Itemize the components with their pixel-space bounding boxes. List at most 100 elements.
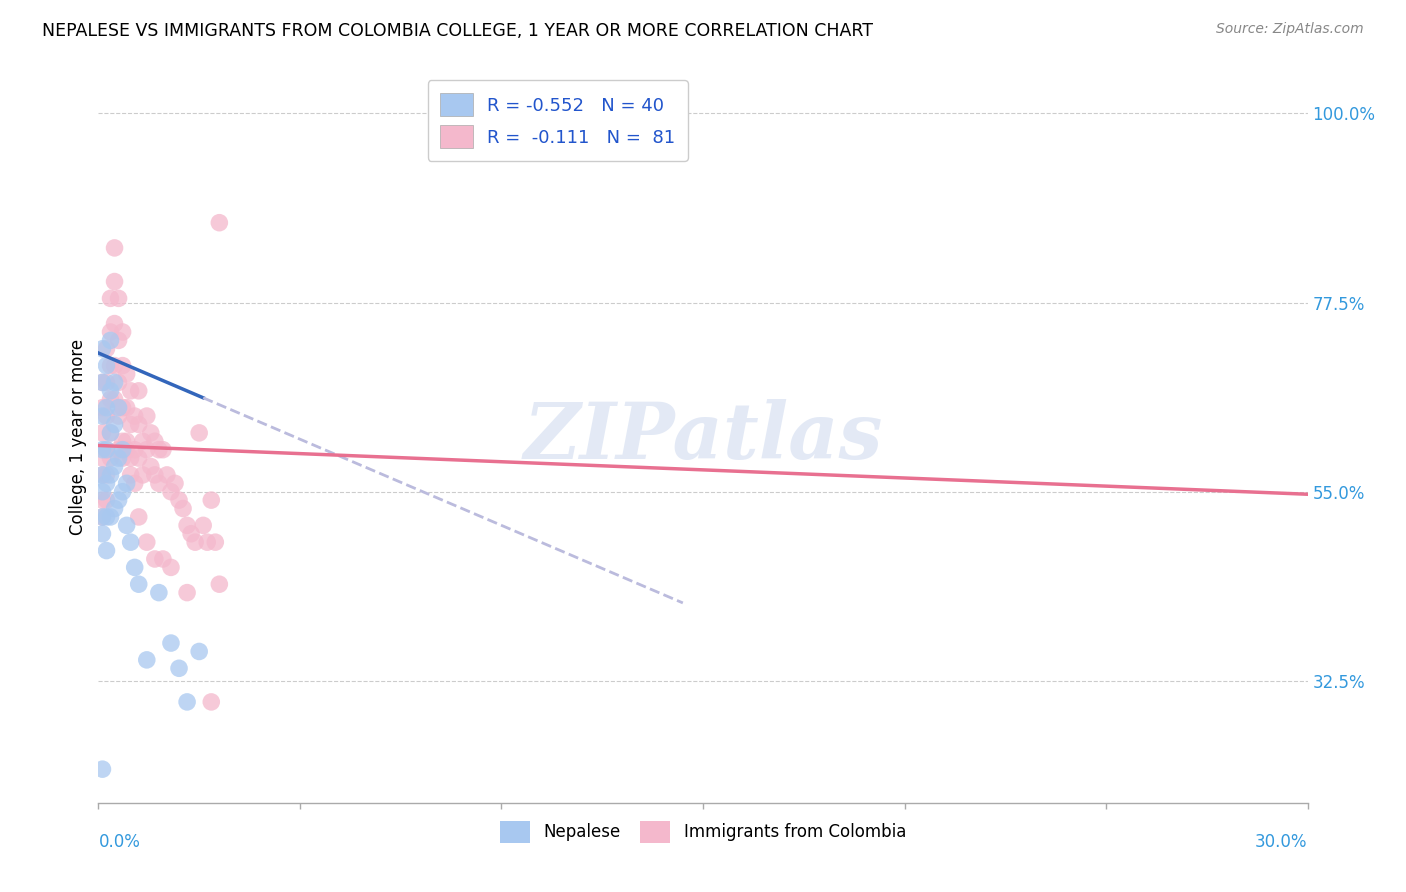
Point xyxy=(100,425,122,440)
Point xyxy=(96,409,118,423)
Point xyxy=(188,425,211,440)
Point xyxy=(120,467,142,482)
Point xyxy=(195,535,218,549)
Point xyxy=(188,644,211,658)
Point xyxy=(167,661,190,675)
Point xyxy=(100,392,122,407)
Point xyxy=(100,467,122,482)
Point xyxy=(124,476,146,491)
Point xyxy=(115,442,138,457)
Point xyxy=(91,442,114,457)
Point xyxy=(172,501,194,516)
Y-axis label: College, 1 year or more: College, 1 year or more xyxy=(69,339,87,535)
Point xyxy=(163,476,186,491)
Point xyxy=(208,577,231,591)
Point xyxy=(148,442,170,457)
Point xyxy=(208,216,231,230)
Point xyxy=(180,526,202,541)
Point xyxy=(156,467,179,482)
Legend: Nepalese, Immigrants from Colombia: Nepalese, Immigrants from Colombia xyxy=(494,814,912,849)
Point xyxy=(193,518,215,533)
Point xyxy=(111,451,134,466)
Point xyxy=(100,425,122,440)
Point xyxy=(96,442,118,457)
Point xyxy=(128,384,150,398)
Point xyxy=(103,275,125,289)
Point xyxy=(107,334,129,348)
Point xyxy=(103,417,125,432)
Point xyxy=(103,459,125,474)
Point xyxy=(96,510,118,524)
Point xyxy=(132,434,155,449)
Point xyxy=(128,417,150,432)
Point xyxy=(91,493,114,508)
Point xyxy=(91,467,114,482)
Point xyxy=(152,442,174,457)
Point xyxy=(135,535,157,549)
Point xyxy=(103,392,125,407)
Point xyxy=(111,442,134,457)
Point xyxy=(107,409,129,423)
Point xyxy=(91,510,114,524)
Point xyxy=(120,535,142,549)
Point xyxy=(91,409,114,423)
Point xyxy=(91,376,114,390)
Point xyxy=(96,467,118,482)
Point xyxy=(176,518,198,533)
Point xyxy=(204,535,226,549)
Point xyxy=(91,762,114,776)
Point xyxy=(107,442,129,457)
Point xyxy=(100,325,122,339)
Point xyxy=(96,376,118,390)
Point xyxy=(100,291,122,305)
Point xyxy=(103,359,125,373)
Point xyxy=(96,493,118,508)
Point xyxy=(96,442,118,457)
Point xyxy=(115,367,138,381)
Point xyxy=(111,401,134,415)
Point xyxy=(103,376,125,390)
Text: ZIPatlas: ZIPatlas xyxy=(523,399,883,475)
Point xyxy=(184,535,207,549)
Point xyxy=(91,376,114,390)
Point xyxy=(160,484,183,499)
Point xyxy=(152,552,174,566)
Point xyxy=(103,501,125,516)
Text: Source: ZipAtlas.com: Source: ZipAtlas.com xyxy=(1216,22,1364,37)
Point xyxy=(139,425,162,440)
Point xyxy=(91,425,114,440)
Point xyxy=(100,451,122,466)
Point xyxy=(200,695,222,709)
Point xyxy=(124,409,146,423)
Point xyxy=(176,585,198,599)
Point xyxy=(107,401,129,415)
Text: 0.0%: 0.0% xyxy=(98,833,141,851)
Point xyxy=(135,653,157,667)
Point xyxy=(200,493,222,508)
Point xyxy=(115,401,138,415)
Point xyxy=(107,291,129,305)
Point xyxy=(115,434,138,449)
Point xyxy=(103,241,125,255)
Point xyxy=(167,493,190,508)
Point xyxy=(100,510,122,524)
Point xyxy=(128,451,150,466)
Point xyxy=(91,342,114,356)
Point xyxy=(107,493,129,508)
Point xyxy=(176,695,198,709)
Point xyxy=(160,636,183,650)
Point xyxy=(91,467,114,482)
Text: NEPALESE VS IMMIGRANTS FROM COLOMBIA COLLEGE, 1 YEAR OR MORE CORRELATION CHART: NEPALESE VS IMMIGRANTS FROM COLOMBIA COL… xyxy=(42,22,873,40)
Point xyxy=(124,442,146,457)
Point xyxy=(135,442,157,457)
Point xyxy=(148,585,170,599)
Point xyxy=(143,434,166,449)
Point xyxy=(100,384,122,398)
Point xyxy=(96,401,118,415)
Point xyxy=(148,476,170,491)
Point xyxy=(120,384,142,398)
Point xyxy=(124,560,146,574)
Point xyxy=(115,518,138,533)
Point xyxy=(120,417,142,432)
Point xyxy=(111,359,134,373)
